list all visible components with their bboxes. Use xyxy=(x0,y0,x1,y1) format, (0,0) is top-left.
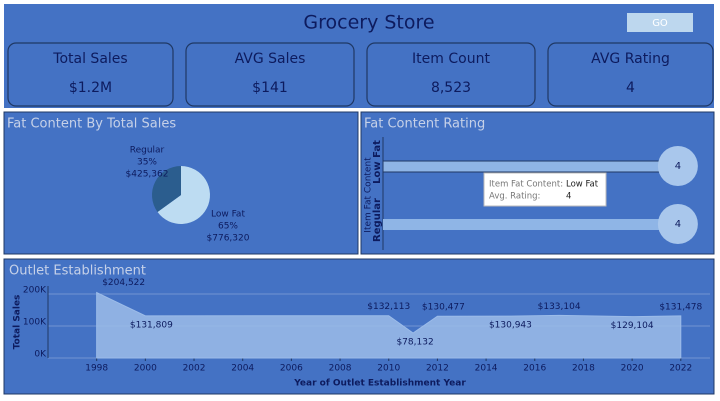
pie-slice xyxy=(152,166,181,213)
category-label: Low Fat xyxy=(372,140,383,184)
bar-end-circle xyxy=(657,146,698,186)
x-tick-label: 2008 xyxy=(329,364,352,374)
kpi-value: $1.2M xyxy=(69,80,112,96)
x-tick-label: 2016 xyxy=(523,364,546,374)
x-tick-label: 1998 xyxy=(85,364,108,374)
x-tick-label: 2006 xyxy=(280,364,303,374)
pie-slice xyxy=(157,166,211,224)
header-bar xyxy=(4,4,714,41)
panel-title: Fat Content By Total Sales xyxy=(7,117,176,132)
go-button[interactable] xyxy=(627,13,693,32)
x-axis-title: Year of Outlet Establishment Year xyxy=(293,379,466,389)
y-tick-label: 100K xyxy=(23,318,47,328)
area xyxy=(96,291,682,359)
panel-title: Fat Content Rating xyxy=(364,117,485,132)
bar[interactable] xyxy=(382,160,679,173)
slice-amount: $776,320 xyxy=(207,234,250,244)
data-label: $204,522 xyxy=(102,278,145,288)
y-tick-label: 200K xyxy=(23,286,47,296)
data-label: $131,809 xyxy=(130,320,173,330)
tooltip-field-value: Low Fat xyxy=(566,180,599,190)
go-button-label[interactable]: GO xyxy=(652,18,668,29)
kpi-card xyxy=(185,42,355,107)
data-label: $129,104 xyxy=(611,321,654,331)
slice-amount: $425,362 xyxy=(126,170,169,180)
kpi-label: Total Sales xyxy=(52,51,127,67)
kpi-value: $141 xyxy=(252,80,288,96)
bar-value-label: 4 xyxy=(675,219,681,230)
slice-percent: 35% xyxy=(137,158,157,168)
tooltip-measure-label: Avg. Rating: xyxy=(489,192,540,202)
kpi-card xyxy=(366,42,536,107)
tooltip xyxy=(483,172,607,207)
y-axis-title: Total Sales xyxy=(13,295,23,350)
kpi-label: AVG Rating xyxy=(591,51,670,67)
data-label: $133,104 xyxy=(538,302,581,312)
slice-percent: 65% xyxy=(218,222,238,232)
slice-label: Low Fat xyxy=(211,210,245,220)
kpi-label: AVG Sales xyxy=(235,51,306,67)
kpi-card xyxy=(7,42,174,107)
kpi-label: Item Count xyxy=(412,51,490,67)
y-tick-label: 0K xyxy=(34,350,47,360)
x-tick-label: 2014 xyxy=(475,364,498,374)
bar-end-circle xyxy=(657,204,698,244)
slice-label: Regular xyxy=(130,146,165,156)
kpi-value: 8,523 xyxy=(431,80,471,96)
data-label: $131,478 xyxy=(659,302,702,312)
data-label: $130,477 xyxy=(422,303,465,313)
data-label: $78,132 xyxy=(396,337,433,347)
x-tick-label: 2022 xyxy=(669,364,692,374)
kpi-card xyxy=(547,42,714,107)
category-label: Regular xyxy=(372,198,383,242)
x-tick-label: 2002 xyxy=(183,364,206,374)
x-tick-label: 2010 xyxy=(377,364,400,374)
panel-title: Outlet Establishment xyxy=(9,264,146,279)
x-tick-label: 2018 xyxy=(572,364,595,374)
x-tick-label: 2012 xyxy=(426,364,449,374)
kpi-value: 4 xyxy=(626,80,635,96)
x-tick-label: 2020 xyxy=(621,364,644,374)
page-title: Grocery Store xyxy=(303,12,434,34)
tooltip-measure-value: 4 xyxy=(566,192,571,202)
data-label: $132,113 xyxy=(367,302,410,312)
x-tick-label: 2004 xyxy=(231,364,254,374)
tooltip-field-label: Item Fat Content: xyxy=(489,180,563,190)
y-axis-title: Item Fat Content xyxy=(364,157,374,233)
bar-value-label: 4 xyxy=(675,161,681,172)
data-label: $130,943 xyxy=(489,321,532,331)
bar[interactable] xyxy=(383,219,678,230)
x-tick-label: 2000 xyxy=(134,364,157,374)
